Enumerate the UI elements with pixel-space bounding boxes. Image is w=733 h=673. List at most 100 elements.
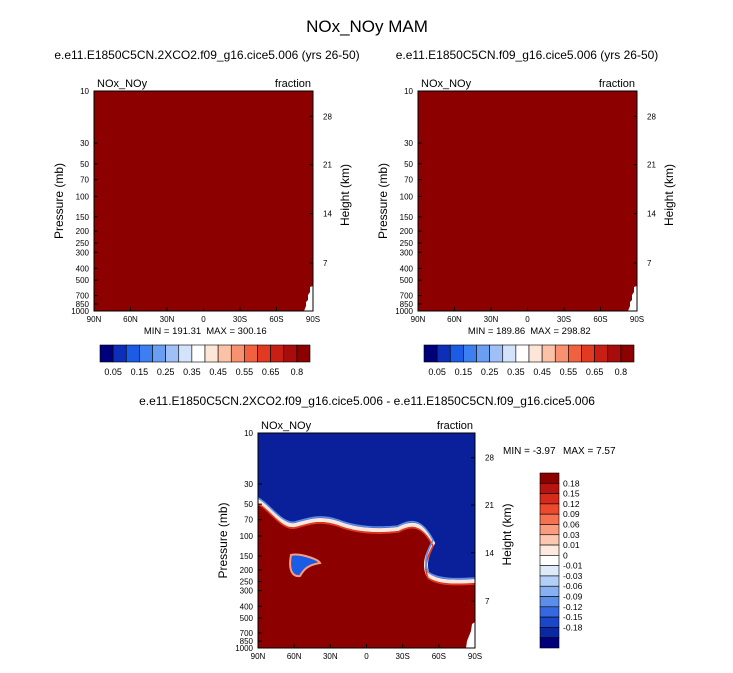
- panel2-x-tick-label: 60N: [447, 315, 462, 324]
- panel2-colorbar-swatch: [489, 344, 504, 363]
- panel3-ylabel-right: Height (km): [500, 503, 514, 565]
- panel2-colorbar-swatch: [502, 344, 517, 363]
- panel1-colorbar-swatch: [217, 344, 232, 363]
- panel1-x-tick-label: 0: [201, 315, 206, 324]
- panel3-colorbar-label: 0.09: [563, 509, 580, 519]
- panel3-colorbar-swatch: [539, 503, 560, 515]
- panel3-gradient-band-red: [257, 503, 476, 586]
- panel2-colorbar-swatch: [528, 344, 543, 363]
- panel2-x-tick-label: 60S: [593, 315, 607, 324]
- panel3-colorbar-swatch: [539, 565, 560, 577]
- panel3-colorbar-label: 0.18: [563, 478, 580, 488]
- panel2-colorbar-swatch: [515, 344, 530, 363]
- panel1-colorbar-swatch: [152, 344, 166, 363]
- panel3-colorbar-label: -0.06: [563, 581, 583, 591]
- panel3-colorbar-label: 0.12: [563, 499, 580, 509]
- panel3-colorbar-label: -0.12: [563, 602, 583, 612]
- panel3-colorbar-label: 0.01: [563, 540, 580, 550]
- panel1-y-tick-label: 30: [80, 139, 89, 148]
- panel1-y-tick-label: 200: [76, 227, 90, 236]
- panel2-colorbar-label: 0.65: [586, 367, 604, 377]
- panel2-y2-tick-label: 14: [647, 210, 656, 219]
- panel1-colorbar-swatch: [178, 344, 193, 363]
- panel3-y-tick-label: 500: [240, 614, 254, 623]
- panel1-colorbar-swatch: [283, 344, 298, 363]
- panel1-ylabel-right: Height (km): [338, 164, 352, 226]
- panel3-colorbar-swatch: [539, 544, 560, 556]
- panel3-y2-tick-label: 28: [485, 454, 494, 463]
- panel2-colorbar-label: 0.55: [560, 367, 578, 377]
- panel2-colorbar-swatch: [449, 344, 464, 363]
- panel1-colorbar-swatch: [230, 344, 245, 363]
- panel3-colorbar-label: 0.06: [563, 519, 580, 529]
- panel3-y-tick-label: 30: [244, 480, 253, 489]
- panel2-colorbar-label: 0.35: [507, 367, 525, 377]
- panel1-y-tick-label: 250: [76, 239, 90, 248]
- panel2-colorbar-swatch: [554, 344, 569, 363]
- panel3-colorbar-swatch: [539, 606, 560, 618]
- panel1-colorbar-swatch: [244, 344, 258, 363]
- panel3-y-tick-label: 400: [240, 602, 254, 611]
- panel1-x-tick-label: 60N: [123, 315, 138, 324]
- panel3-units-label: fraction: [437, 420, 473, 432]
- panel3-x-tick-label: 0: [364, 652, 369, 661]
- panel3-y-tick-label: 100: [240, 532, 254, 541]
- panel1-colorbar-swatch: [191, 344, 206, 363]
- panel1-y-tick-label: 400: [76, 264, 90, 273]
- panel2-y-tick-label: 10: [404, 87, 413, 96]
- panel2-colorbar-swatch: [607, 344, 622, 363]
- panel3-colorbar-swatch: [539, 585, 560, 597]
- panel2-y-tick-label: 250: [400, 239, 414, 248]
- panel1-units-label: fraction: [275, 78, 311, 90]
- panel3-colorbar-swatch: [539, 575, 560, 587]
- panel2-y-tick-label: 70: [404, 176, 413, 185]
- panel3-field-upper: [258, 433, 475, 582]
- panel3-y-tick-label: 250: [240, 578, 254, 587]
- panel2-colorbar-label: 0.25: [481, 367, 499, 377]
- panel3-colorbar-swatch: [539, 493, 560, 505]
- panel1-max-text: MAX = 300.16: [206, 326, 266, 337]
- panel1-y2-tick-label: 14: [323, 210, 332, 219]
- panel1-x-tick-label: 30N: [160, 315, 175, 324]
- panel1-colorbar-swatch: [270, 344, 285, 363]
- panel2-max-text: MAX = 298.82: [530, 326, 590, 337]
- panel1-colorbar-swatch: [125, 344, 140, 363]
- panel2-colorbar-swatch: [541, 344, 556, 363]
- panel3-colorbar-swatch: [539, 534, 560, 546]
- panel2-y-tick-label: 500: [400, 276, 414, 285]
- panel3-colorbar-swatch: [539, 513, 560, 525]
- panel2-y-tick-label: 1000: [395, 307, 413, 316]
- panel1-y-tick-label: 50: [80, 160, 89, 169]
- panel1-colorbar-label: 0.25: [157, 367, 175, 377]
- panel2-title: e.e11.E1850C5CN.f09_g16.cice5.006 (yrs 2…: [396, 48, 659, 62]
- panel2-y2-tick-label: 21: [647, 161, 656, 170]
- panel2-field: [418, 91, 637, 311]
- panel1-colorbar-label: 0.65: [262, 367, 280, 377]
- panel1-min-text: MIN = 191.31: [144, 326, 201, 337]
- panel3-x-tick-label: 90N: [251, 652, 266, 661]
- panel3-colorbar-label: -0.03: [563, 571, 583, 581]
- panel2-colorbar-swatch: [594, 344, 609, 363]
- panel2-y-tick-label: 150: [400, 213, 414, 222]
- panel2-y-tick-label: 700: [400, 292, 414, 301]
- panel1-y-tick-label: 1000: [71, 307, 89, 316]
- panel2-x-tick-label: 30N: [484, 315, 499, 324]
- panel3-y-tick-label: 150: [240, 552, 254, 561]
- panel2-units-label: fraction: [599, 78, 635, 90]
- panel2-x-tick-label: 90N: [411, 315, 426, 324]
- panel1-ylabel: Pressure (mb): [52, 163, 66, 239]
- panel1-y-tick-label: 70: [80, 176, 89, 185]
- panel1-y-tick-label: 700: [76, 292, 90, 301]
- panel3-y2-tick-label: 7: [485, 597, 490, 606]
- panel1-y2-tick-label: 7: [323, 259, 328, 268]
- panel1-y-tick-label: 300: [76, 248, 90, 257]
- panel2-y-tick-label: 50: [404, 160, 413, 169]
- panel2-colorbar-swatch: [620, 344, 635, 363]
- panel3-colorbar-label: 0: [563, 550, 568, 560]
- panel3-colorbar-swatch: [539, 524, 560, 536]
- panel2-colorbar-swatch: [568, 344, 582, 363]
- panel3-colorbar-swatch: [539, 472, 560, 484]
- panel2-y-tick-label: 850: [400, 300, 414, 309]
- panel2-x-tick-label: 90S: [630, 315, 644, 324]
- panel1-y-tick-label: 500: [76, 276, 90, 285]
